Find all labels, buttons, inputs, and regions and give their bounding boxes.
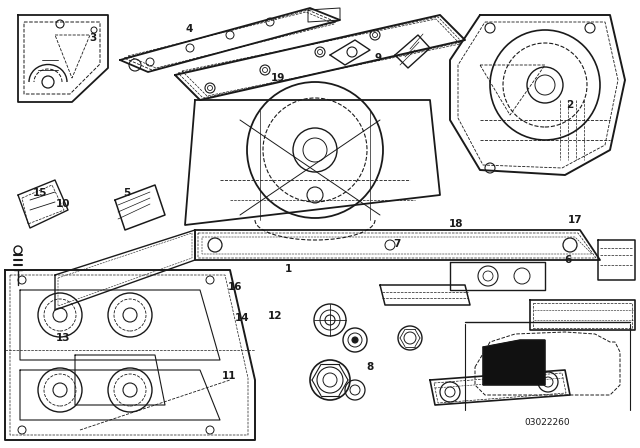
Text: 4: 4	[185, 24, 193, 34]
Polygon shape	[450, 262, 545, 290]
Polygon shape	[185, 100, 440, 225]
Text: 6: 6	[564, 255, 572, 265]
Text: 9: 9	[374, 53, 381, 63]
Text: 3: 3	[89, 33, 97, 43]
Polygon shape	[18, 180, 68, 228]
Polygon shape	[120, 8, 340, 72]
Text: 03022260: 03022260	[524, 418, 570, 426]
Text: 14: 14	[235, 313, 249, 323]
Polygon shape	[175, 15, 465, 100]
Text: 12: 12	[268, 311, 282, 321]
Polygon shape	[115, 185, 165, 230]
Text: 8: 8	[366, 362, 374, 372]
Text: 2: 2	[566, 100, 573, 110]
Polygon shape	[450, 15, 625, 175]
Polygon shape	[483, 340, 545, 385]
Text: 11: 11	[222, 371, 236, 381]
Text: 7: 7	[393, 239, 401, 249]
Text: 18: 18	[449, 219, 463, 229]
Circle shape	[352, 337, 358, 343]
Polygon shape	[5, 270, 255, 440]
Polygon shape	[430, 370, 570, 405]
Text: 1: 1	[284, 264, 292, 274]
Polygon shape	[530, 300, 635, 330]
Polygon shape	[395, 35, 430, 68]
Polygon shape	[380, 285, 470, 305]
Text: 5: 5	[123, 188, 131, 198]
Text: 13: 13	[56, 333, 70, 343]
Text: 17: 17	[568, 215, 582, 224]
Polygon shape	[195, 230, 600, 260]
Polygon shape	[598, 240, 635, 280]
Text: 19: 19	[271, 73, 285, 83]
Text: 10: 10	[56, 199, 70, 209]
Polygon shape	[18, 15, 108, 102]
Polygon shape	[330, 40, 370, 65]
Text: 15: 15	[33, 188, 47, 198]
Text: 16: 16	[228, 282, 243, 292]
